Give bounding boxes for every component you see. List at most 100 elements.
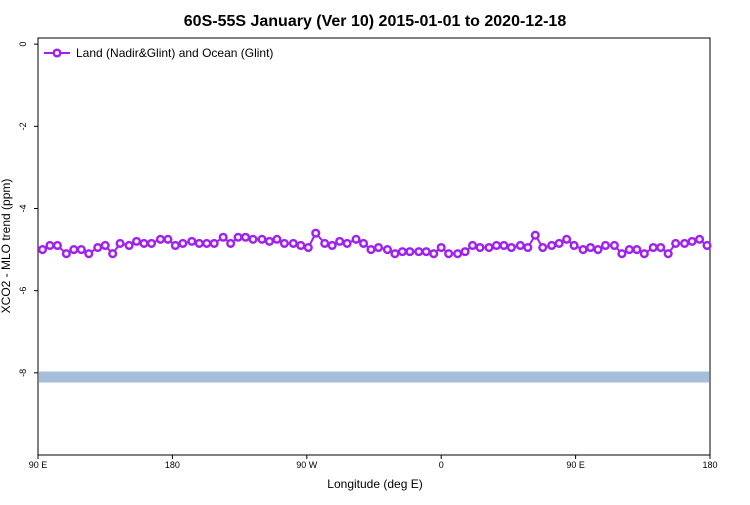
point xyxy=(327,240,337,251)
point xyxy=(484,242,494,253)
point xyxy=(475,242,485,253)
point xyxy=(76,245,86,255)
point xyxy=(414,247,424,257)
point xyxy=(257,234,267,244)
point xyxy=(233,232,243,242)
point xyxy=(538,242,548,253)
point xyxy=(562,234,572,244)
chart-title: 60S-55S January (Ver 10) 2015-01-01 to 2… xyxy=(184,13,567,30)
point xyxy=(405,247,415,257)
point xyxy=(671,238,681,248)
point xyxy=(335,236,345,246)
point xyxy=(52,240,62,251)
point xyxy=(37,245,48,255)
y-tick-label: 0 xyxy=(18,42,28,47)
point xyxy=(680,238,690,248)
x-tick-label: 90 E xyxy=(566,460,585,470)
point xyxy=(170,240,180,251)
point xyxy=(397,247,407,257)
point xyxy=(429,249,439,259)
point xyxy=(491,240,502,251)
point xyxy=(108,249,118,259)
point xyxy=(248,234,258,244)
point xyxy=(648,242,658,253)
point xyxy=(436,242,446,253)
point xyxy=(209,238,219,248)
point xyxy=(547,240,557,251)
point xyxy=(272,234,282,244)
point xyxy=(600,240,611,251)
point xyxy=(296,240,306,251)
point xyxy=(155,234,166,244)
point xyxy=(656,242,666,253)
point xyxy=(358,238,369,248)
y-tick-label: -4 xyxy=(18,204,28,212)
point xyxy=(279,238,289,248)
point xyxy=(320,238,330,248)
point xyxy=(694,234,705,244)
point xyxy=(366,245,376,255)
point xyxy=(163,234,173,244)
point xyxy=(373,242,384,253)
point xyxy=(632,245,642,255)
point xyxy=(639,249,649,259)
point xyxy=(178,238,188,248)
point xyxy=(460,247,470,257)
point xyxy=(390,249,400,259)
point xyxy=(382,245,392,255)
point xyxy=(506,242,516,253)
point xyxy=(578,245,588,255)
point xyxy=(663,249,673,259)
point xyxy=(288,238,298,248)
point xyxy=(624,245,634,255)
point xyxy=(554,238,564,248)
point xyxy=(115,238,125,248)
point xyxy=(569,240,579,251)
point xyxy=(61,249,71,259)
point xyxy=(342,238,352,248)
point xyxy=(687,236,697,246)
point xyxy=(187,236,197,246)
point xyxy=(523,242,533,253)
point xyxy=(702,240,712,251)
point xyxy=(453,249,463,259)
point xyxy=(444,249,454,259)
x-tick-label: 180 xyxy=(165,460,180,470)
point xyxy=(264,236,275,246)
point xyxy=(45,240,55,251)
point xyxy=(218,232,228,242)
point xyxy=(146,238,157,248)
point xyxy=(241,232,251,242)
point xyxy=(499,240,509,251)
point xyxy=(100,240,110,251)
y-axis-label: XCO2 - MLO trend (ppm) xyxy=(0,179,13,314)
y-tick-label: -2 xyxy=(18,122,28,130)
legend-label: Land (Nadir&Glint) and Ocean (Glint) xyxy=(76,46,273,60)
y-tick-label: -6 xyxy=(18,287,28,295)
x-tick-label: 90 W xyxy=(296,460,318,470)
point xyxy=(226,238,236,248)
point xyxy=(585,242,596,253)
point xyxy=(351,234,361,244)
legend-marker xyxy=(52,48,62,58)
point xyxy=(139,238,149,248)
point xyxy=(468,240,478,251)
point xyxy=(609,240,619,251)
point xyxy=(69,245,79,255)
point xyxy=(303,242,313,253)
point xyxy=(93,242,103,253)
point xyxy=(617,249,627,259)
point xyxy=(202,238,212,248)
y-tick-label: -8 xyxy=(18,369,28,377)
point xyxy=(194,238,204,248)
point xyxy=(311,228,321,238)
point xyxy=(132,236,142,246)
x-axis-label: Longitude (deg E) xyxy=(327,477,422,491)
point xyxy=(421,247,431,257)
point xyxy=(84,249,94,259)
point xyxy=(593,245,603,255)
x-tick-label: 0 xyxy=(439,460,444,470)
x-tick-label: 90 E xyxy=(29,460,48,470)
